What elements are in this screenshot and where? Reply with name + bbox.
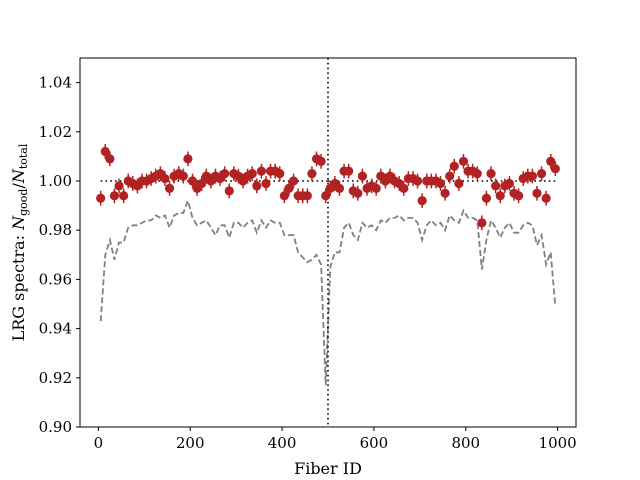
data-point [504,178,515,189]
data-point [284,183,294,193]
y-axis-label-prefix: LRG spectra: [9,230,28,342]
y-axis-label-den-sub: total [17,143,30,169]
data-point [371,183,381,193]
x-tick-label: 600 [360,434,389,452]
data-point [220,169,230,179]
y-tick-label: 1.00 [39,172,72,190]
data-point [536,169,547,179]
data-point [458,156,469,166]
y-tick-label: 0.90 [39,418,72,436]
data-point [288,176,299,186]
data-point [307,169,317,179]
data-point [417,196,427,206]
data-point [275,169,285,179]
data-point [513,191,524,201]
data-point [302,191,312,201]
plot-frame [79,57,577,428]
y-tick-label: 0.92 [39,369,72,387]
data-point [454,178,464,189]
data-point [532,188,542,198]
data-point [105,154,115,164]
data-point [550,164,560,174]
data-point [160,173,170,184]
x-tick-label: 1000 [539,434,577,452]
reference-lines-layer [100,58,556,427]
data-point [477,218,487,228]
data-point [252,181,262,191]
data-point [449,161,459,171]
y-axis-label: LRG spectra: Ngood/Ntotal [9,143,30,341]
data-point [119,191,129,201]
y-tick-label: 1.04 [39,74,72,92]
data-point [279,191,289,201]
data-point [495,191,505,201]
data-points-layer [96,144,560,231]
data-point [481,193,492,203]
data-point [491,181,501,191]
y-axis-label-slash: / [9,183,28,189]
data-point [353,188,363,198]
data-point [256,166,267,176]
y-tick-label: 0.98 [39,221,72,239]
data-point [472,169,482,179]
x-tick-label: 400 [268,434,297,452]
data-point [114,181,124,191]
data-point [357,171,368,181]
data-point [435,178,446,189]
y-tick-label: 0.96 [39,270,72,288]
data-point [321,191,331,201]
y-axis-label-num: N [9,215,28,231]
y-tick-label: 0.94 [39,320,72,338]
data-point [334,183,345,193]
data-point [412,176,423,186]
data-point [445,171,455,181]
data-point [164,183,175,193]
data-point [247,169,257,179]
x-tick-label: 0 [94,434,104,452]
dashed-series-layer [99,197,557,386]
y-axis-label-den: N [9,168,28,184]
dashed-series-line [99,197,557,386]
data-point [546,156,556,166]
data-point [96,193,106,203]
data-point [187,176,198,186]
data-point [100,146,110,157]
data-point [486,169,496,179]
data-point [183,154,193,164]
x-axis-label: Fiber ID [294,459,362,478]
data-point [399,183,409,193]
data-point [197,178,207,189]
x-axis-ticks: 0 200 400 600 800 1000 [94,427,577,452]
y-axis-ticks: 0.90 0.92 0.94 0.96 0.98 1.00 1.02 1.04 [39,74,80,436]
data-point [316,156,326,166]
data-point [527,171,537,181]
y-axis-label-num-sub: good [17,189,30,216]
data-point [109,191,120,201]
data-point [224,186,234,196]
data-point [178,171,188,181]
x-tick-label: 200 [176,434,205,452]
x-tick-label: 800 [451,434,480,452]
y-tick-label: 1.02 [39,123,72,141]
data-point [541,193,551,203]
data-point [440,188,450,198]
data-point [261,178,271,189]
data-point [344,166,354,176]
